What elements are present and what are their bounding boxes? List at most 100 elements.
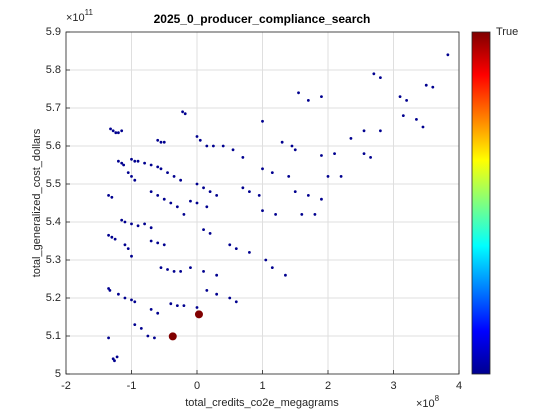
- point: [446, 53, 450, 57]
- point: [107, 336, 110, 340]
- point: [228, 296, 232, 300]
- point: [182, 304, 186, 307]
- point: [166, 171, 169, 175]
- point: [159, 167, 163, 171]
- x-tick-label: 0: [194, 380, 200, 392]
- point: [248, 190, 251, 194]
- y-tick-label: 5.7: [46, 102, 61, 114]
- point: [156, 165, 160, 169]
- point: [287, 175, 291, 178]
- point: [194, 310, 203, 319]
- point: [175, 304, 179, 307]
- point: [113, 359, 116, 363]
- point: [156, 241, 160, 245]
- point: [133, 178, 137, 182]
- point: [159, 266, 163, 269]
- point: [107, 233, 110, 237]
- x-tick-label: -2: [61, 380, 71, 392]
- point: [215, 273, 219, 277]
- point: [290, 144, 294, 148]
- point: [156, 138, 160, 142]
- point: [133, 159, 137, 163]
- colorbar-label: True: [496, 26, 518, 38]
- point: [379, 129, 382, 133]
- point: [300, 213, 304, 216]
- point: [280, 140, 284, 144]
- point: [156, 311, 160, 315]
- point: [306, 99, 310, 102]
- point: [293, 148, 297, 152]
- point: [198, 138, 202, 142]
- point: [149, 163, 153, 167]
- y-tick-label: 5.4: [46, 216, 61, 228]
- point: [179, 270, 183, 273]
- point: [175, 205, 179, 209]
- point: [208, 190, 212, 194]
- x-tick-label: 4: [456, 380, 462, 392]
- point: [159, 140, 163, 144]
- point: [195, 306, 199, 309]
- ticks: -2 -1 0 1 2 3 4 5 5.1 5.2 5.3 5.4 5.5 5.6 5.7 5.8 5.9: [46, 26, 462, 392]
- chart-title: 2025_0_producer_compliance_search: [154, 12, 371, 26]
- point: [208, 232, 212, 235]
- point: [284, 273, 287, 277]
- y-tick-label: 5: [55, 368, 61, 380]
- point: [153, 336, 156, 340]
- point: [123, 220, 127, 224]
- point: [130, 222, 133, 226]
- point: [326, 175, 330, 178]
- point: [162, 197, 166, 201]
- point: [215, 194, 219, 197]
- point: [143, 161, 147, 165]
- point: [362, 152, 366, 156]
- point: [211, 144, 215, 148]
- point: [234, 247, 238, 251]
- point: [270, 171, 274, 175]
- point: [189, 266, 192, 269]
- point: [264, 258, 268, 262]
- y-tick-label: 5.1: [46, 330, 61, 342]
- point: [431, 85, 435, 89]
- point: [166, 268, 169, 271]
- point: [205, 289, 209, 292]
- point: [115, 355, 119, 359]
- point: [306, 194, 310, 197]
- point: [136, 159, 140, 163]
- point: [143, 222, 147, 226]
- y-tick-label: 5.6: [46, 140, 61, 152]
- x-multiplier-base: ×10: [416, 398, 435, 410]
- point: [120, 218, 124, 222]
- point: [257, 194, 261, 197]
- point: [369, 156, 372, 159]
- point: [228, 243, 232, 247]
- point: [139, 327, 143, 330]
- point: [117, 159, 120, 163]
- point: [195, 135, 199, 138]
- point: [189, 199, 192, 203]
- point: [183, 112, 187, 116]
- point: [130, 175, 133, 178]
- point: [122, 163, 126, 167]
- point: [179, 178, 183, 182]
- colorbar: [471, 31, 491, 375]
- point: [114, 131, 118, 135]
- point: [401, 114, 405, 117]
- point: [169, 302, 173, 306]
- point: [274, 213, 277, 216]
- point: [149, 308, 153, 311]
- point: [202, 270, 205, 273]
- point: [123, 243, 127, 247]
- point: [149, 190, 153, 194]
- point: [162, 140, 166, 144]
- y-tick-label: 5.9: [46, 26, 61, 38]
- point: [297, 91, 300, 95]
- point: [130, 157, 133, 161]
- point: [169, 201, 173, 205]
- point: [111, 129, 115, 133]
- point: [261, 167, 264, 171]
- point: [333, 152, 336, 156]
- y-multiplier-exponent: 11: [85, 8, 94, 17]
- point: [130, 298, 133, 302]
